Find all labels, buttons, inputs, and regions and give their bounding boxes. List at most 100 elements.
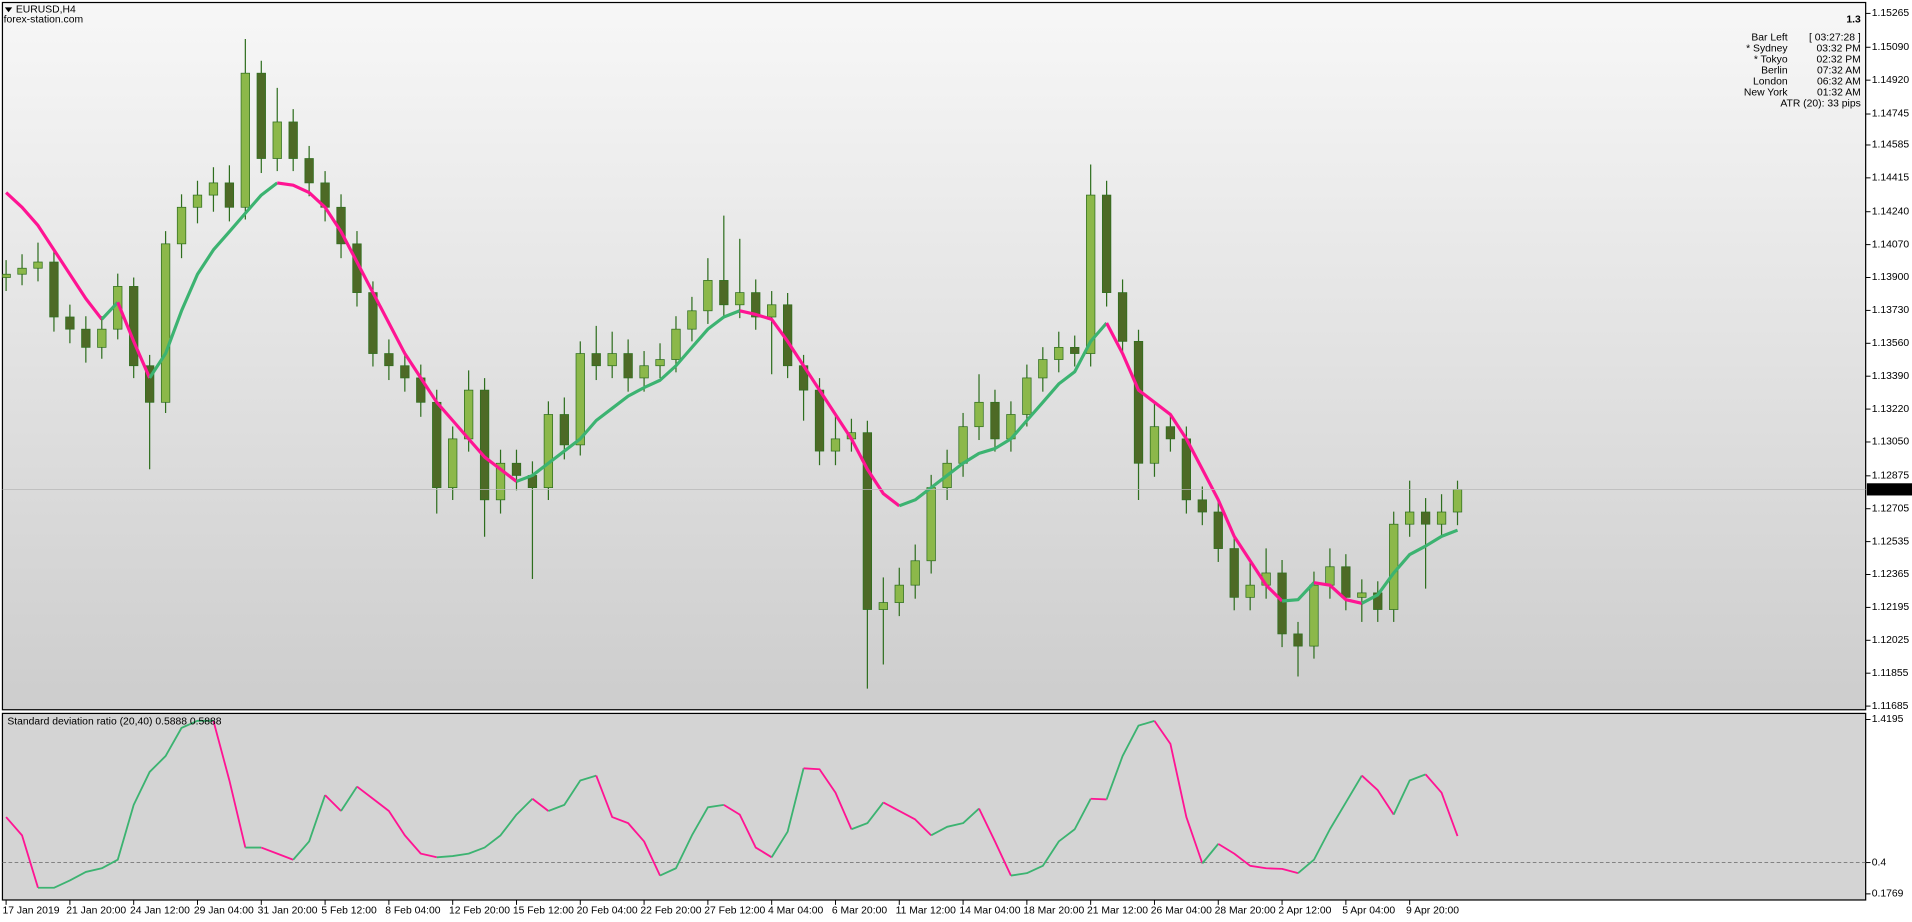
trend-line	[515, 309, 741, 483]
candle-body	[368, 292, 378, 354]
trend-line	[882, 801, 932, 836]
candle-body	[575, 353, 585, 446]
candle-body	[1357, 592, 1367, 598]
candle-body	[623, 353, 633, 379]
x-tick-label: 21 Mar 12:00	[1087, 906, 1148, 917]
trend-line	[5, 816, 39, 889]
candle-body	[639, 365, 649, 379]
candle-body	[400, 365, 410, 379]
x-tick-label: 28 Mar 20:00	[1215, 906, 1276, 917]
x-tick-label: 17 Jan 2019	[2, 906, 59, 917]
trend-line	[898, 321, 1108, 508]
candle-body	[1133, 340, 1144, 464]
candle-body	[1245, 584, 1255, 598]
candle-body	[1165, 426, 1176, 440]
candle-body	[432, 401, 442, 489]
trend-line	[1361, 528, 1459, 605]
candle-body	[1389, 523, 1399, 610]
candle-body	[894, 584, 904, 603]
y-tick-label: 1.4195	[1872, 714, 1904, 725]
candle-body	[990, 401, 1000, 440]
candle-body	[862, 432, 873, 610]
candle-body	[687, 310, 697, 330]
trend-line	[659, 803, 724, 877]
trend-line	[148, 181, 279, 379]
price-plot	[2, 38, 1866, 689]
y-tick-label: 1.14415	[1872, 173, 1910, 184]
axes: 1.15265 1.15090 1.14920 1.14745 1.14585 1.144…	[2, 8, 1912, 917]
trend-line	[1217, 843, 1299, 875]
candle-body	[1452, 489, 1463, 513]
candle-body	[511, 462, 522, 476]
trend-line	[1090, 797, 1107, 801]
candle-body	[591, 353, 601, 367]
x-tick-label: 29 Jan 04:00	[194, 906, 254, 917]
candle-body	[272, 121, 282, 159]
y-tick-label: 1.15090	[1872, 42, 1910, 53]
trend-line	[595, 775, 661, 876]
candle-body	[479, 389, 490, 501]
y-tick-label: 1.13730	[1872, 305, 1910, 316]
menu-arrow[interactable]	[4, 7, 13, 13]
candle-body	[703, 280, 713, 312]
trend-line	[5, 191, 104, 321]
x-tick-label: 15 Feb 12:00	[513, 906, 574, 917]
trend-line	[1361, 774, 1395, 816]
trend-line	[100, 301, 119, 321]
y-tick-label: 1.12025	[1872, 635, 1910, 646]
candle-body	[97, 328, 107, 348]
trend-line	[1105, 322, 1284, 603]
info-label: London	[1753, 77, 1788, 88]
x-tick-label: 6 Mar 20:00	[832, 906, 888, 917]
candle-body	[49, 261, 59, 318]
candle-body	[910, 560, 920, 586]
info-time: 06:32 AM	[1817, 77, 1861, 88]
x-tick-label: 21 Jan 20:00	[66, 906, 126, 917]
trend-line	[1313, 581, 1363, 605]
candle-body	[1277, 572, 1287, 635]
candle-body	[208, 182, 219, 196]
trend-line	[292, 794, 326, 861]
info-label: New York	[1744, 87, 1789, 98]
candle-body	[288, 121, 298, 159]
x-tick-label: 2 Apr 12:00	[1278, 906, 1331, 917]
candle-body	[1054, 346, 1064, 360]
candle-body	[1086, 194, 1096, 354]
x-tick-label: 8 Feb 04:00	[385, 906, 441, 917]
watermark: forex-station.com	[4, 14, 83, 25]
candle-body	[926, 487, 936, 562]
indicator-title: Standard deviation ratio (20,40) 0.5888 …	[7, 717, 221, 728]
candle-body	[1070, 346, 1080, 354]
x-tick-label: 22 Feb 20:00	[640, 906, 701, 917]
x-tick-label: 12 Feb 20:00	[449, 906, 510, 917]
info-time: 03:32 PM	[1816, 44, 1860, 55]
candle-body	[655, 359, 665, 367]
trend-line	[978, 808, 1012, 876]
y-tick-label: 1.14070	[1872, 239, 1910, 250]
info-label: * Tokyo	[1754, 55, 1788, 66]
x-tick-label: 26 Mar 04:00	[1151, 906, 1212, 917]
candle-body	[495, 462, 506, 501]
candle-body	[958, 426, 968, 464]
y-tick-label: 1.13390	[1872, 371, 1910, 382]
candle-body	[1101, 194, 1112, 293]
price-pane	[1, 1, 1867, 711]
y-tick-label: 1.15265	[1872, 8, 1910, 19]
trend-line	[851, 801, 885, 831]
trend-line	[531, 798, 549, 812]
candle-body	[1420, 511, 1431, 525]
candle-body	[671, 328, 681, 360]
candle-body	[176, 206, 187, 245]
y-tick-label: 1.14585	[1872, 140, 1910, 151]
candle-body	[1341, 566, 1351, 598]
y-tick-label: 1.14240	[1872, 206, 1910, 217]
trend-line	[770, 768, 805, 858]
candle-body	[304, 158, 314, 184]
y-tick-label: 1.12195	[1872, 602, 1910, 613]
candle-body	[1309, 584, 1319, 647]
y-tick-label: 1.14745	[1872, 109, 1910, 120]
trend-line	[1281, 581, 1316, 603]
y-tick-label: 1.11855	[1872, 668, 1909, 679]
